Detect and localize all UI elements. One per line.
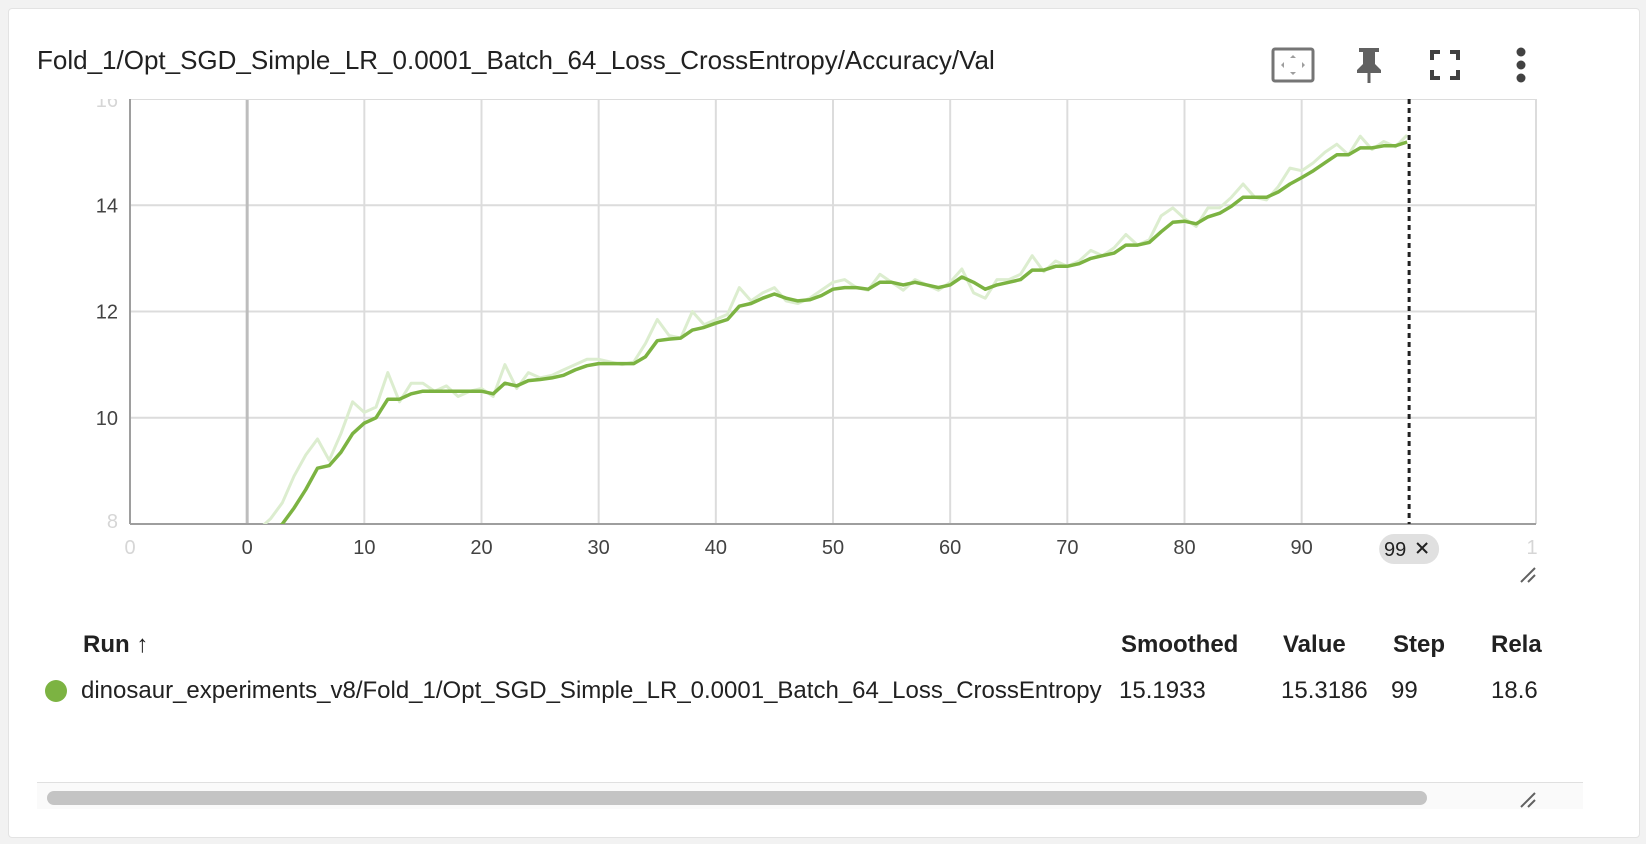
x-tick-label: 80: [1173, 537, 1195, 559]
header-value[interactable]: Value: [1283, 631, 1346, 658]
x-edge-label: 1: [1526, 537, 1537, 559]
y-edge-label: 8: [107, 511, 118, 533]
fit-domain-button[interactable]: [1269, 41, 1317, 89]
y-edge-label: 16: [96, 99, 118, 112]
horizontal-scrollbar[interactable]: [37, 782, 1583, 809]
run-relative: 18.6: [1491, 677, 1538, 704]
scalar-card: Fold_1/Opt_SGD_Simple_LR_0.0001_Batch_64…: [8, 8, 1640, 838]
header-relative[interactable]: Rela: [1491, 631, 1542, 658]
x-tick-label: 60: [939, 537, 961, 559]
fullscreen-button[interactable]: [1421, 41, 1469, 89]
pin-button[interactable]: [1345, 41, 1393, 89]
x-tick-label: 20: [470, 537, 492, 559]
x-tick-label: 0: [242, 537, 253, 559]
pin-icon: [1357, 48, 1381, 83]
run-color-dot: [45, 680, 67, 702]
x-tick-label: 30: [588, 537, 610, 559]
series-line-raw: [262, 134, 1409, 524]
step-cursor-label: 99: [1384, 539, 1406, 561]
step-cursor-chip: [1379, 534, 1440, 564]
run-smoothed: 15.1933: [1119, 677, 1206, 704]
table-resize-handle-icon[interactable]: [1519, 791, 1537, 809]
x-tick-label: 90: [1291, 537, 1313, 559]
fit-domain-icon: [1271, 47, 1315, 83]
card-title: Fold_1/Opt_SGD_Simple_LR_0.0001_Batch_64…: [37, 45, 995, 75]
x-tick-label: 10: [353, 537, 375, 559]
x-tick-label: 40: [705, 537, 727, 559]
run-data-table: Run ↑ Smoothed Value Step Rela dinosaur_…: [9, 609, 1639, 759]
y-tick-label: 12: [96, 302, 118, 324]
resize-handle-icon[interactable]: [1519, 566, 1537, 584]
header-run[interactable]: Run ↑: [83, 631, 149, 658]
series-group: [262, 134, 1409, 524]
close-icon: [1416, 542, 1428, 554]
x-tick-label: 70: [1056, 537, 1078, 559]
run-value: 15.3186: [1281, 677, 1368, 704]
run-step: 99: [1391, 677, 1418, 704]
y-tick-label: 10: [96, 408, 118, 430]
scrollbar-thumb[interactable]: [47, 791, 1427, 805]
x-tick-label: 50: [822, 537, 844, 559]
x-edge-label: 0: [124, 537, 135, 559]
more-vertical-icon: [1516, 47, 1526, 83]
more-options-button[interactable]: [1497, 41, 1545, 89]
fullscreen-icon: [1430, 50, 1460, 80]
header-step[interactable]: Step: [1393, 631, 1446, 658]
y-tick-label: 14: [96, 195, 118, 217]
run-name: dinosaur_experiments_v8/Fold_1/Opt_SGD_S…: [81, 677, 1102, 704]
line-chart[interactable]: 0 10 20 30 40 50 60 70 80 90 0 1 10 12 14 16 8 99: [9, 99, 1639, 579]
header-smoothed[interactable]: Smoothed: [1121, 631, 1239, 658]
series-line-smoothed: [279, 140, 1408, 524]
